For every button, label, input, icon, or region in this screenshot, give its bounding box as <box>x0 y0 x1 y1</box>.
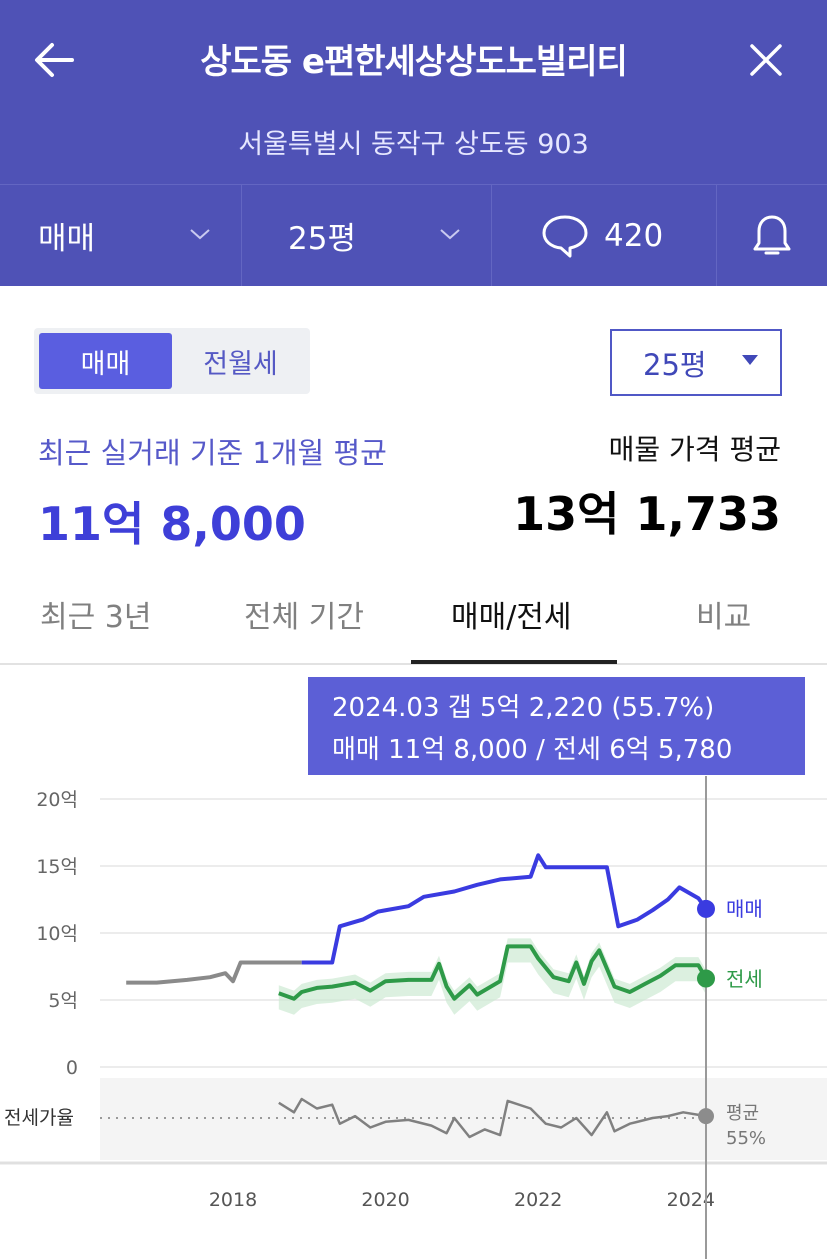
recent-avg-value: 11억 8,000 <box>38 497 306 551</box>
y-tick-label: 5억 <box>48 990 78 1012</box>
chart-tooltip: 2024.03 갭 5억 2,220 (55.7%) 매매 11억 8,000 … <box>308 677 805 775</box>
jeonse-marker <box>697 969 715 988</box>
chevron-down-icon <box>440 229 460 240</box>
tab-recent-3y[interactable]: 최근 3년 <box>40 600 152 635</box>
size-select[interactable]: 25평 <box>242 185 492 286</box>
active-tab-indicator <box>411 660 617 664</box>
page-title: 상도동 e편한세상상도노빌리티 <box>200 42 628 82</box>
y-tick-label: 15억 <box>36 856 78 878</box>
trade-type-label: 매매 <box>38 221 96 257</box>
sale-line <box>301 853 708 965</box>
close-button[interactable] <box>740 34 792 86</box>
bell-icon <box>753 215 791 254</box>
x-tick-label: 2024 <box>667 1189 715 1211</box>
recent-avg-label: 최근 실거래 기준 1개월 평균 <box>38 436 387 470</box>
app-header: 상도동 e편한세상상도노빌리티 서울특별시 동작구 상도동 903 <box>0 0 827 184</box>
segment-sale[interactable]: 매매 <box>39 333 172 389</box>
y-tick-label: 20억 <box>36 789 78 811</box>
jeonse-series-label: 전세 <box>726 967 763 991</box>
sale-history-line <box>126 960 302 985</box>
jeonse-ratio-line <box>278 1097 707 1139</box>
close-icon <box>750 44 782 76</box>
avg-value: 55% <box>726 1128 766 1149</box>
ratio-label: 전세가율 <box>4 1107 74 1129</box>
tooltip-price-line: 매매 11억 8,000 / 전세 6억 5,780 <box>332 735 733 765</box>
trade-type-select[interactable]: 매매 <box>0 185 242 286</box>
sale-marker <box>697 899 715 918</box>
size-label: 25평 <box>288 221 356 257</box>
segment-rent[interactable]: 전월세 <box>203 348 278 380</box>
x-tick-label: 2018 <box>209 1189 257 1211</box>
trade-segment-control: 매매 전월세 <box>34 328 310 394</box>
tab-compare[interactable]: 비교 <box>696 600 752 635</box>
dropdown-arrow-icon <box>742 355 758 365</box>
filter-toolbar: 매매 25평 420 <box>0 184 827 286</box>
ratio-marker <box>698 1108 714 1125</box>
address-text: 서울특별시 동작구 상도동 903 <box>238 129 589 160</box>
price-chart[interactable]: 20억 15억 10억 5억 0 2018 2020 2022 2024 전세가율 매매 전세… <box>0 666 827 1259</box>
size-dropdown[interactable]: 25평 <box>610 329 782 396</box>
tooltip-gap-line: 2024.03 갭 5억 2,220 (55.7%) <box>332 693 715 723</box>
size-dropdown-value: 25평 <box>643 347 707 382</box>
tab-sale-jeonse[interactable]: 매매/전세 <box>451 600 572 635</box>
listing-avg-value: 13억 1,733 <box>513 487 781 541</box>
comments-button[interactable]: 420 <box>492 185 717 286</box>
notification-button[interactable] <box>717 185 827 286</box>
speech-bubble-icon <box>542 215 588 257</box>
back-arrow-icon <box>35 43 74 77</box>
avg-label: 평균 <box>726 1103 759 1124</box>
y-tick-label: 0 <box>66 1057 78 1079</box>
y-tick-label: 10억 <box>36 923 78 945</box>
comment-count: 420 <box>604 217 664 254</box>
period-tabs: 최근 3년 전체 기간 매매/전세 비교 <box>0 570 827 665</box>
jeonse-line <box>278 944 708 1001</box>
jeonse-range-band <box>278 938 707 1015</box>
ratio-panel-bg <box>100 1078 827 1160</box>
x-tick-label: 2022 <box>514 1189 562 1211</box>
listing-avg-label: 매물 가격 평균 <box>608 433 781 466</box>
sale-series-label: 매매 <box>726 897 763 921</box>
x-tick-label: 2020 <box>361 1189 409 1211</box>
chevron-down-icon <box>190 229 210 240</box>
back-button[interactable] <box>28 34 80 86</box>
tab-all-period[interactable]: 전체 기간 <box>244 600 364 635</box>
